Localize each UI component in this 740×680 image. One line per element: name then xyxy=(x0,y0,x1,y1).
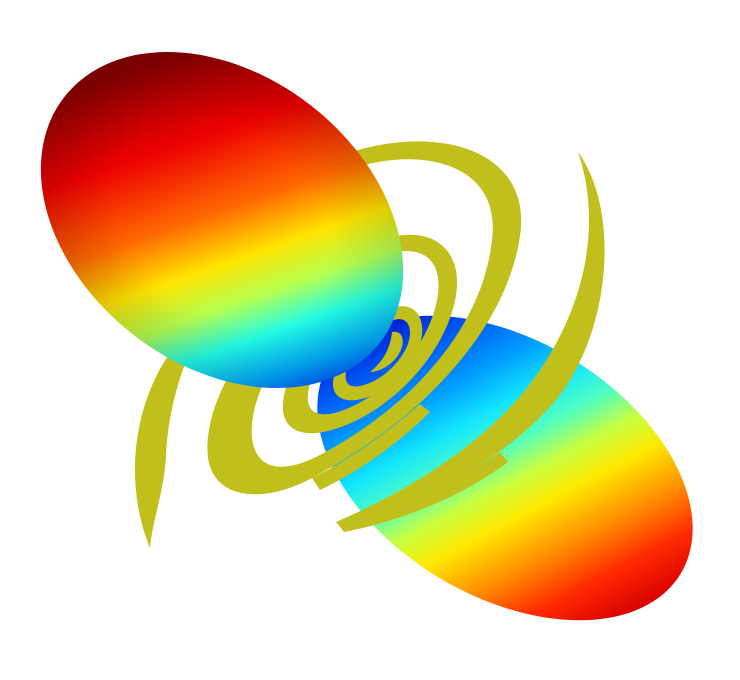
ring-front-segment-2 xyxy=(312,404,430,490)
upper-lobe xyxy=(40,52,404,388)
ring-front-segment-1 xyxy=(336,452,508,532)
ring-large xyxy=(207,141,522,495)
ring-outer-left-arc xyxy=(134,316,210,548)
front-ring-segments xyxy=(312,404,508,532)
ring-innermost xyxy=(370,331,403,372)
ring-inner xyxy=(332,306,423,401)
ring-outer-arc xyxy=(336,152,605,522)
